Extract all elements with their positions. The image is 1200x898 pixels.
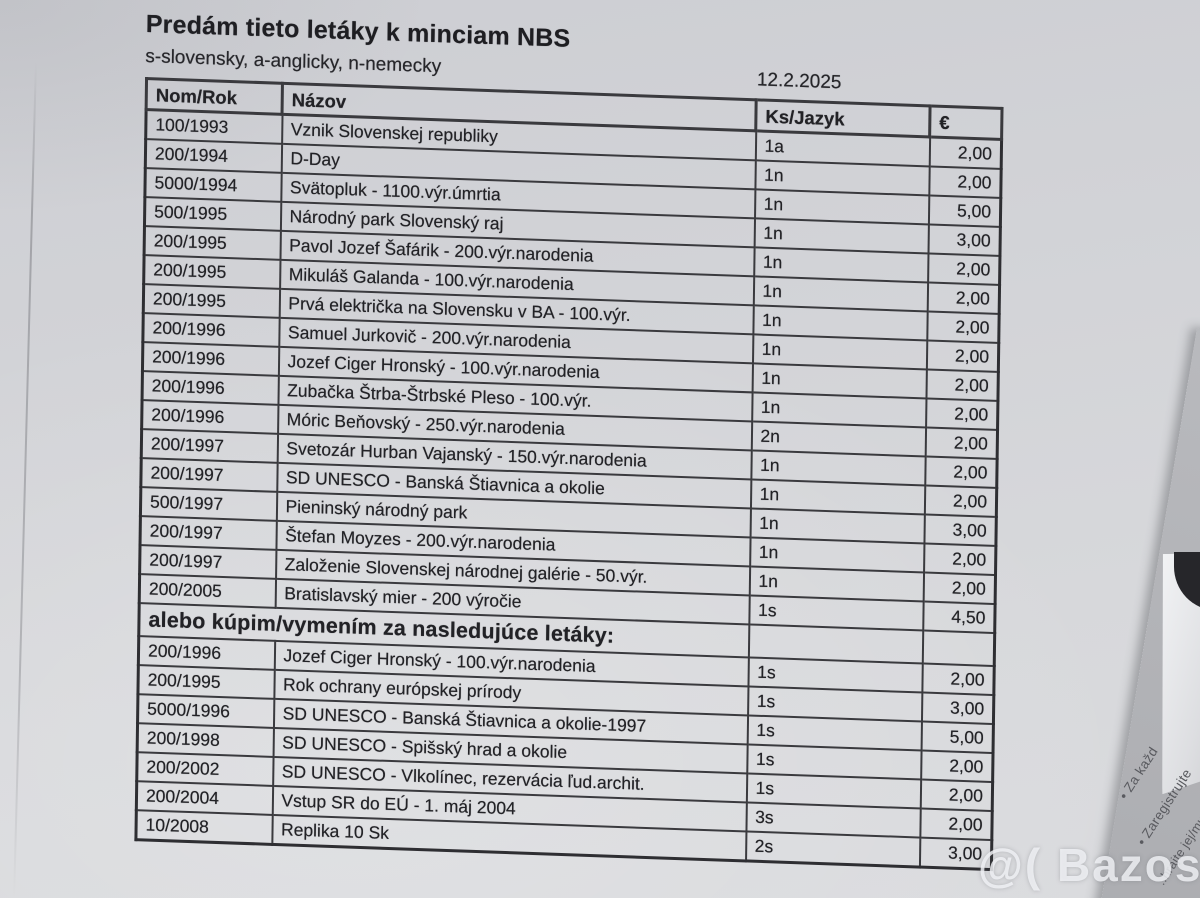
nom-cell: 200/1997 [139,545,276,579]
buy-section: 200/1996 Jozef Ciger Hronský - 100.výr.na… [135,636,995,870]
price-cell: 3,00 [923,514,997,546]
nom-cell: 200/1995 [137,665,275,699]
price-cell: 2,00 [925,398,998,430]
nom-cell: 200/1996 [142,313,280,347]
price-cell: 2,00 [924,485,997,517]
document: Predám tieto letáky k minciam NBS s-slov… [134,10,1015,872]
nom-cell: 200/2002 [136,752,274,786]
nom-cell: 200/1997 [141,429,278,463]
price-cell: 2,00 [923,543,996,575]
paper-crease [13,62,37,898]
price-cell: 2,00 [920,779,993,812]
price-table: Nom/Rok Názov Ks/Jazyk € 100/1993 Vznik S… [134,77,1004,872]
price-cell: 2,00 [923,572,996,604]
nom-cell: 200/1997 [140,516,277,550]
price-cell: 4,50 [922,601,996,633]
nom-cell: 200/1998 [137,723,274,757]
price-cell: 2,00 [929,136,1002,169]
section-empty-cell [922,630,995,667]
col-header-nom: Nom/Rok [146,78,283,115]
bazos-watermark: @( Bazos.sk [978,839,1200,891]
price-cell: 2,00 [925,369,999,401]
nom-cell: 10/2008 [135,810,273,845]
price-cell: 2,00 [927,282,1000,314]
nom-cell: 200/1996 [142,342,279,376]
price-cell: 2,00 [924,456,998,488]
nom-cell: 200/1996 [141,400,278,434]
price-cell: 2,00 [920,750,994,783]
price-cell: 2,00 [926,311,1000,343]
nom-cell: 500/1997 [140,487,277,521]
nom-cell: 200/1997 [140,458,278,492]
price-cell: 3,00 [921,692,994,725]
price-cell: 2,00 [926,340,999,372]
price-cell: 2,00 [919,808,993,841]
price-cell: 2,00 [928,166,1002,198]
nom-cell: 100/1993 [145,109,283,144]
price-cell: 2,00 [921,663,995,696]
nom-cell: 5000/1994 [144,168,282,202]
nom-cell: 200/2004 [136,781,273,815]
ks-cell: 2s [745,831,920,868]
sell-section: 100/1993 Vznik Slovenskej republiky 1a 2,00… [139,109,1002,633]
nom-cell: 200/1996 [142,371,279,405]
nom-cell: 200/1995 [143,255,280,289]
nom-cell: 5000/1996 [137,694,274,728]
date-text: 12.2.2025 [756,69,842,94]
price-cell: 5,00 [928,195,1001,227]
col-header-eur: € [929,105,1003,140]
price-cell: 2,00 [925,427,998,459]
nom-cell: 200/1995 [144,226,281,260]
price-cell: 2,00 [927,253,1000,285]
language-legend: s-slovensky, a-anglicky, n-nemecky [145,46,442,78]
nom-cell: 200/1995 [143,284,280,318]
nom-cell: 200/1996 [138,636,275,670]
price-cell: 5,00 [921,721,994,754]
nom-cell: 200/1994 [145,139,282,173]
nom-cell: 500/1995 [144,197,281,231]
nom-cell: 200/2005 [139,574,276,608]
price-cell: 3,00 [928,224,1001,256]
